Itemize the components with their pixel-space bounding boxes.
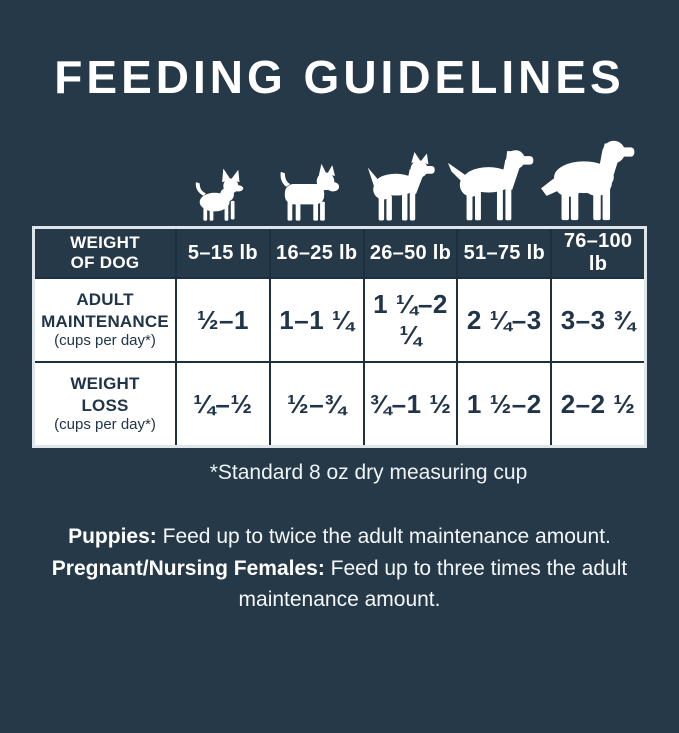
chihuahua-icon <box>175 166 266 222</box>
adult-maintenance-value-5: 3–3 ¾ <box>552 279 644 361</box>
page-title: FEEDING GUIDELINES <box>54 51 625 103</box>
adult-maintenance-line2: MAINTENANCE <box>41 311 169 331</box>
weight-loss-line1: WEIGHT <box>70 374 140 394</box>
weight-loss-value-1: ¼–½ <box>177 363 269 445</box>
dog-size-icon-row <box>35 134 644 222</box>
adult-maintenance-value-3: 1 ¼–2 ¼ <box>364 279 457 361</box>
table-header-range-3: 26–50 lb <box>364 229 457 277</box>
table-header-range-1: 5–15 lb <box>177 229 269 277</box>
row-label-weight-loss: WEIGHT LOSS (cups per day*) <box>35 363 175 445</box>
weight-of-dog-line1: WEIGHT <box>70 232 140 252</box>
table-header-range-2: 16–25 lb <box>270 229 363 277</box>
table-header-range-5: 76–100 lb <box>552 229 644 277</box>
puppies-note-text: Feed up to twice the adult maintenance a… <box>156 525 611 548</box>
retriever-icon <box>541 138 644 222</box>
adult-maintenance-line1: ADULT <box>76 290 134 310</box>
adult-maintenance-value-1: ½–1 <box>177 279 269 361</box>
adult-maintenance-value-4: 2 ¼–3 <box>458 279 551 361</box>
feeding-guidelines-panel: FEEDING GUIDELINES <box>0 54 679 733</box>
measuring-cup-footnote: *Standard 8 oz dry measuring cup <box>209 461 528 484</box>
pregnant-nursing-note-label: Pregnant/Nursing Females: <box>51 556 325 580</box>
weight-of-dog-line2: OF DOG <box>70 253 140 272</box>
pregnant-nursing-note: Pregnant/Nursing Females: Feed up to thr… <box>37 553 643 616</box>
weight-loss-value-3: ¾–1 ½ <box>364 363 457 445</box>
weight-loss-value-5: 2–2 ½ <box>552 363 644 445</box>
weight-loss-value-2: ½–¾ <box>270 363 363 445</box>
feeding-notes: Puppies: Feed up to twice the adult main… <box>37 521 643 616</box>
table-header-weight-of-dog: WEIGHT OF DOG <box>35 229 175 277</box>
puppies-note-label: Puppies: <box>68 525 157 548</box>
feeding-table: WEIGHT OF DOG 5–15 lb 16–25 lb 26–50 lb … <box>32 226 647 448</box>
row-label-adult-maintenance: ADULT MAINTENANCE (cups per day*) <box>35 279 175 361</box>
table-header-range-4: 51–75 lb <box>458 229 551 277</box>
weight-loss-line2: LOSS <box>81 395 129 415</box>
rottweiler-icon <box>448 146 541 222</box>
adult-maintenance-note: (cups per day*) <box>54 331 156 349</box>
terrier-icon <box>266 161 357 222</box>
weight-loss-note: (cups per day*) <box>54 415 156 433</box>
puppies-note: Puppies: Feed up to twice the adult main… <box>37 521 643 553</box>
boxer-icon <box>357 152 448 222</box>
weight-loss-value-4: 1 ½–2 <box>458 363 551 445</box>
adult-maintenance-value-2: 1–1 ¼ <box>270 279 363 361</box>
pregnant-nursing-note-text: Feed up to three times the adult mainten… <box>238 556 628 612</box>
